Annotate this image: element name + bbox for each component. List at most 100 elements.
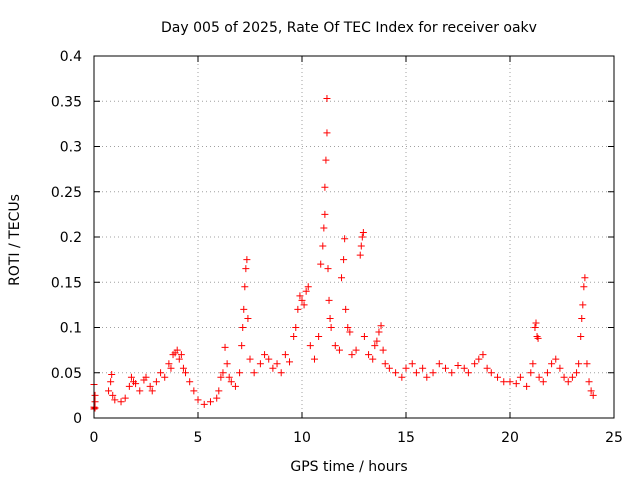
data-point	[302, 287, 310, 295]
data-point	[322, 156, 330, 164]
data-point	[319, 242, 327, 250]
data-point	[419, 364, 427, 372]
data-point	[132, 380, 140, 388]
y-tick-label: 0.05	[51, 366, 82, 382]
chart-title: Day 005 of 2025, Rate Of TEC Index for r…	[161, 20, 537, 36]
data-point	[286, 358, 294, 366]
y-tick-label: 0	[73, 411, 82, 427]
x-tick-labels: 0 5 10 15 20 25	[90, 430, 623, 446]
data-point	[356, 251, 364, 259]
data-point	[250, 369, 258, 377]
data-point	[539, 378, 547, 386]
data-point	[173, 346, 181, 354]
data-point	[429, 369, 437, 377]
data-point	[225, 373, 233, 381]
data-point	[111, 396, 119, 404]
data-point	[552, 355, 560, 363]
data-point	[344, 324, 352, 331]
data-point	[136, 387, 144, 395]
data-point	[523, 382, 531, 390]
data-point	[265, 355, 273, 363]
y-tick-label: 0.4	[60, 49, 82, 65]
data-point	[238, 342, 246, 350]
y-tick-label: 0.1	[60, 321, 82, 337]
data-point	[346, 328, 354, 336]
data-point	[560, 373, 568, 381]
data-point	[475, 355, 483, 363]
data-point	[91, 391, 99, 399]
data-point	[392, 369, 400, 377]
data-point	[589, 391, 597, 399]
data-point	[454, 362, 462, 370]
data-point	[527, 369, 535, 377]
data-point	[464, 369, 472, 377]
data-point	[246, 355, 254, 363]
data-point	[91, 404, 99, 412]
data-point	[256, 360, 264, 368]
data-point	[442, 364, 450, 372]
data-point	[175, 355, 183, 363]
y-tick-label: 0.25	[51, 185, 82, 201]
data-point	[142, 373, 150, 381]
data-point	[269, 364, 277, 372]
data-point	[471, 360, 479, 368]
data-point	[105, 387, 113, 395]
data-point	[533, 333, 541, 341]
y-axis-title: ROTI / TECUs	[7, 194, 23, 286]
data-point	[568, 373, 576, 381]
data-point	[217, 373, 225, 381]
data-point	[379, 346, 387, 354]
data-point	[342, 305, 350, 313]
x-tick-label: 25	[605, 430, 623, 446]
data-point	[221, 343, 229, 351]
data-point	[215, 387, 223, 395]
data-point	[575, 360, 583, 368]
data-point	[148, 387, 156, 395]
data-point	[190, 387, 198, 395]
data-point	[324, 265, 332, 273]
data-point	[91, 398, 99, 406]
data-point	[529, 360, 537, 368]
x-tick-label: 15	[397, 430, 415, 446]
data-point	[516, 373, 524, 381]
data-point	[534, 334, 542, 342]
data-point	[573, 369, 581, 377]
y-tick-label: 0.35	[51, 94, 82, 110]
data-point	[165, 360, 173, 368]
data-point	[117, 398, 125, 406]
data-point	[500, 378, 508, 386]
data-point	[564, 378, 572, 386]
y-tick-labels: 0 0.05 0.1 0.15 0.2 0.25 0.3 0.35 0.4	[51, 49, 82, 427]
data-point	[494, 373, 502, 381]
data-point	[107, 378, 115, 386]
data-point	[294, 305, 302, 313]
data-point	[326, 314, 334, 322]
data-point	[121, 394, 129, 402]
y-tick-label: 0.3	[60, 140, 82, 156]
data-point	[402, 364, 410, 372]
data-point	[377, 322, 385, 330]
data-point	[487, 369, 495, 377]
data-point	[327, 324, 335, 331]
data-point	[483, 364, 491, 372]
data-point	[200, 400, 208, 408]
x-tick-label: 0	[90, 430, 99, 446]
grid-layer	[94, 56, 614, 418]
data-point	[460, 364, 468, 372]
data-point	[360, 333, 368, 341]
y-tick-label: 0.15	[51, 275, 82, 291]
data-point	[127, 373, 135, 381]
data-point	[585, 378, 593, 386]
data-point	[577, 333, 585, 341]
data-point	[167, 364, 175, 372]
data-point	[292, 324, 300, 331]
data-point	[298, 296, 306, 304]
data-point	[532, 319, 540, 327]
x-tick-label: 5	[194, 430, 203, 446]
data-point	[535, 373, 543, 381]
data-point	[352, 346, 360, 354]
data-point	[241, 283, 249, 291]
data-point	[315, 333, 323, 341]
data-point	[310, 355, 318, 363]
